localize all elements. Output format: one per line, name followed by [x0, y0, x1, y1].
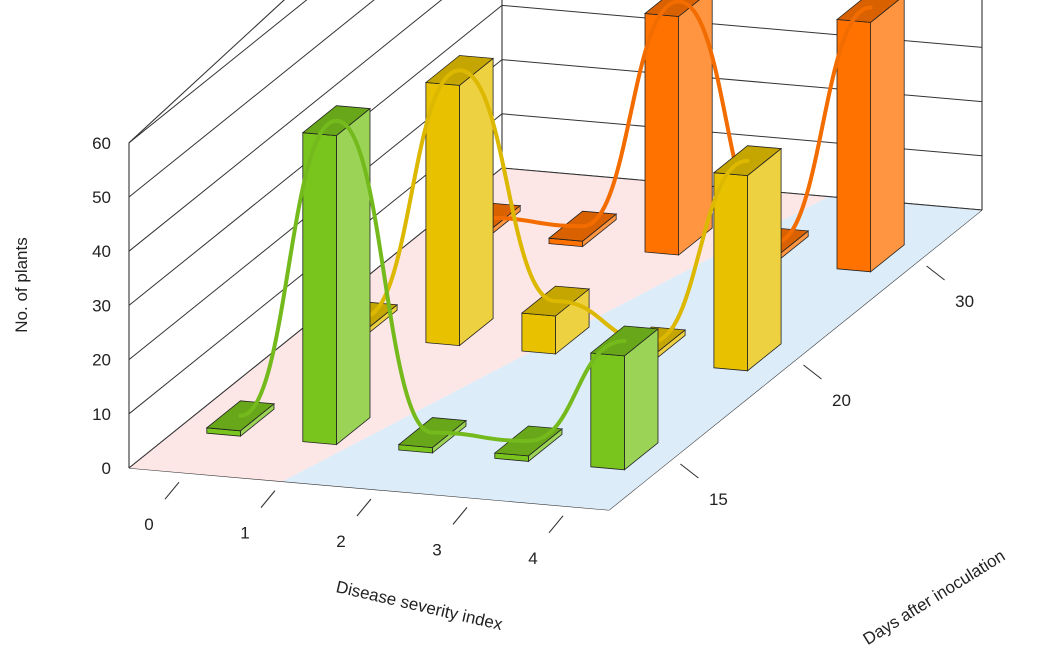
gridline [128, 59, 983, 360]
floor-front-edge [128, 467, 610, 511]
gridline [128, 4, 983, 306]
bar-front [590, 352, 625, 471]
z-tick-label: 15 [709, 490, 728, 509]
y-axis-title: No. of plants [12, 237, 31, 332]
x-axis-title: Disease severity index [334, 577, 504, 634]
x-tick-label: 0 [144, 515, 153, 534]
x-tick [356, 498, 372, 517]
x-tick [164, 481, 180, 500]
bar-top [835, 0, 900, 23]
bar [301, 105, 372, 446]
x-tick-label: 4 [528, 549, 537, 568]
gridline [128, 0, 443, 252]
bar-front [713, 172, 748, 372]
left-wall-top-edge [128, 0, 285, 144]
chart-marks [205, 0, 905, 471]
series-curve [484, 0, 873, 246]
x-tick-label: 1 [240, 524, 249, 543]
bar [589, 325, 660, 471]
bar-front [302, 132, 337, 446]
bar [424, 55, 495, 347]
bar-side [747, 147, 782, 372]
bar-side [335, 107, 371, 446]
y-tick-label: 30 [92, 296, 111, 315]
z-axis-title: Days after inoculation [860, 546, 1009, 649]
gridline [128, 0, 375, 198]
bar-front [521, 312, 556, 355]
y-tick-label: 20 [92, 351, 111, 370]
gridline [128, 0, 308, 144]
bar-front [425, 82, 460, 347]
bar [835, 0, 905, 273]
y-tick-label: 50 [92, 188, 111, 207]
z-tick [680, 463, 699, 479]
y-tick-label: 10 [92, 405, 111, 424]
series-curve [361, 68, 750, 345]
tick-labels: 0 10 20 30 40 50 60 0 1 2 3 4 15 20 30 [92, 134, 974, 568]
axis-ticks [164, 265, 945, 534]
y-tick-label: 40 [92, 242, 111, 261]
y-tick-label: 0 [102, 459, 111, 478]
series-15 [205, 105, 660, 471]
x-tick [260, 490, 276, 508]
bar-side [870, 0, 905, 273]
z-tick-label: 30 [955, 292, 974, 311]
series-curve [238, 118, 627, 444]
bar-front [836, 19, 871, 273]
x-tick-label: 2 [336, 532, 345, 551]
bar-front [644, 13, 679, 256]
y-tick-label: 60 [92, 134, 111, 153]
z-tick-label: 20 [832, 391, 851, 410]
x-tick-label: 3 [432, 540, 441, 559]
x-tick [548, 515, 564, 534]
z-tick [926, 265, 945, 281]
z-tick [803, 364, 822, 380]
gridline [128, 113, 983, 415]
x-tick [452, 507, 468, 525]
bar [643, 0, 713, 256]
